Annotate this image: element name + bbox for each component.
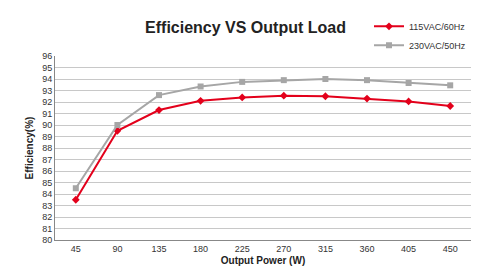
svg-text:92: 92 <box>42 97 52 107</box>
svg-text:90: 90 <box>112 244 122 254</box>
svg-text:115VAC/60Hz: 115VAC/60Hz <box>409 22 465 32</box>
svg-text:180: 180 <box>193 244 208 254</box>
svg-text:83: 83 <box>42 201 52 211</box>
svg-text:405: 405 <box>401 244 416 254</box>
svg-text:95: 95 <box>42 63 52 73</box>
svg-text:89: 89 <box>42 132 52 142</box>
svg-text:94: 94 <box>42 74 52 84</box>
svg-text:Efficiency VS Output Load: Efficiency VS Output Load <box>145 19 346 36</box>
svg-text:230VAC/50Hz: 230VAC/50Hz <box>409 41 466 51</box>
svg-text:93: 93 <box>42 86 52 96</box>
svg-text:96: 96 <box>42 51 52 61</box>
svg-text:270: 270 <box>276 244 291 254</box>
svg-text:82: 82 <box>42 212 52 222</box>
svg-text:135: 135 <box>151 244 166 254</box>
svg-text:91: 91 <box>42 109 52 119</box>
svg-text:87: 87 <box>42 155 52 165</box>
svg-text:81: 81 <box>42 224 52 234</box>
svg-text:225: 225 <box>235 244 250 254</box>
svg-text:Output Power (W): Output Power (W) <box>221 255 305 266</box>
svg-text:84: 84 <box>42 189 52 199</box>
svg-text:85: 85 <box>42 178 52 188</box>
svg-text:315: 315 <box>318 244 333 254</box>
svg-text:90: 90 <box>42 120 52 130</box>
svg-text:450: 450 <box>443 244 458 254</box>
svg-text:88: 88 <box>42 143 52 153</box>
svg-text:360: 360 <box>359 244 374 254</box>
svg-text:Efficiency(%): Efficiency(%) <box>24 117 35 180</box>
svg-text:86: 86 <box>42 166 52 176</box>
svg-text:45: 45 <box>71 244 81 254</box>
svg-text:80: 80 <box>42 235 52 245</box>
